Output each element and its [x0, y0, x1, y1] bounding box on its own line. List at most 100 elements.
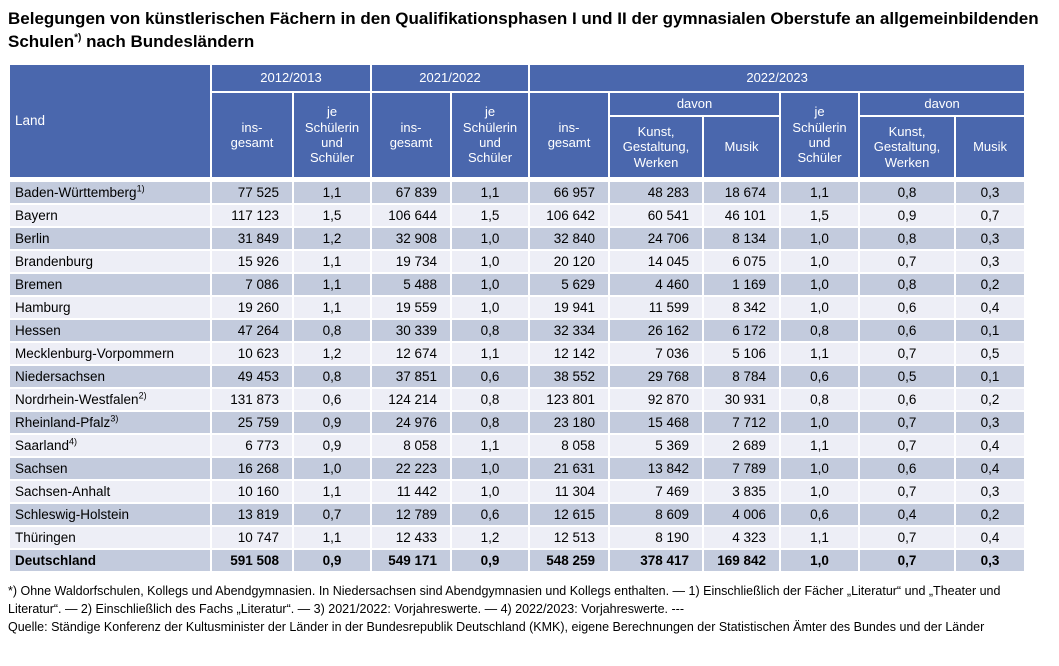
- value-cell: 0,8: [452, 388, 529, 410]
- value-cell: 38 552: [530, 365, 609, 387]
- value-cell: 2 689: [704, 434, 780, 456]
- value-cell: 1,1: [294, 526, 371, 548]
- value-cell: 16 268: [212, 457, 292, 479]
- value-cell: 1,0: [452, 250, 529, 272]
- value-cell: 123 801: [530, 388, 609, 410]
- value-cell: 31 849: [212, 227, 292, 249]
- value-cell: 1,0: [781, 250, 859, 272]
- value-cell: 1,0: [452, 227, 529, 249]
- value-cell: 10 160: [212, 480, 292, 502]
- value-cell: 0,8: [294, 319, 371, 341]
- value-cell: 4 006: [704, 503, 780, 525]
- value-cell: 7 712: [704, 411, 780, 433]
- value-cell: 7 789: [704, 457, 780, 479]
- value-cell: 24 706: [610, 227, 703, 249]
- table-body: Baden-Württemberg1) 77 525 1,1 67 839 1,1 66 …: [10, 181, 1025, 571]
- header-kunst-counts: Kunst, Gestaltung, Werken: [610, 116, 703, 177]
- value-cell: 0,8: [860, 227, 955, 249]
- value-cell: 0,2: [956, 503, 1025, 525]
- value-cell: 0,6: [860, 319, 955, 341]
- table-row: Niedersachsen 49 453 0,8 37 851 0,6 38 552 29 …: [10, 365, 1025, 387]
- value-cell: 1,1: [452, 342, 529, 364]
- header-land: Land: [10, 64, 210, 177]
- land-cell: Berlin: [10, 227, 210, 249]
- value-cell: 0,6: [860, 457, 955, 479]
- value-cell: 1,1: [781, 434, 859, 456]
- value-cell: 46 101: [704, 204, 780, 226]
- value-cell: 67 839: [372, 181, 451, 203]
- value-cell: 0,7: [860, 434, 955, 456]
- value-cell: 0,8: [860, 273, 955, 295]
- footnotes: *) Ohne Waldorfschulen, Kollegs und Aben…: [8, 582, 1051, 636]
- value-cell: 0,7: [860, 411, 955, 433]
- value-cell: 0,6: [294, 388, 371, 410]
- statistics-table: Land 2012/2013 2021/2022 2022/2023 ins- …: [8, 63, 1026, 573]
- value-cell: 8 609: [610, 503, 703, 525]
- value-cell: 60 541: [610, 204, 703, 226]
- value-cell: 0,8: [452, 411, 529, 433]
- value-cell: 1,1: [452, 181, 529, 203]
- value-cell: 6 172: [704, 319, 780, 341]
- header-insgesamt-2021: ins- gesamt: [372, 92, 451, 177]
- value-cell: 591 508: [212, 549, 292, 571]
- value-cell: 19 559: [372, 296, 451, 318]
- table-header: Land 2012/2013 2021/2022 2022/2023 ins- …: [10, 64, 1025, 180]
- value-cell: 1 169: [704, 273, 780, 295]
- total-row: Deutschland 591 508 0,9 549 171 0,9 548 259 37…: [10, 549, 1025, 571]
- value-cell: 7 036: [610, 342, 703, 364]
- value-cell: 20 120: [530, 250, 609, 272]
- table-row: Baden-Württemberg1) 77 525 1,1 67 839 1,1 66 …: [10, 181, 1025, 203]
- value-cell: 22 223: [372, 457, 451, 479]
- value-cell: 131 873: [212, 388, 292, 410]
- value-cell: 12 789: [372, 503, 451, 525]
- value-cell: 1,2: [452, 526, 529, 548]
- value-cell: 117 123: [212, 204, 292, 226]
- value-cell: 11 599: [610, 296, 703, 318]
- value-cell: 1,1: [294, 480, 371, 502]
- value-cell: 0,4: [956, 434, 1025, 456]
- value-cell: 1,0: [452, 480, 529, 502]
- header-je-schueler-2022: je Schülerin und Schüler: [781, 92, 859, 177]
- land-cell: Niedersachsen: [10, 365, 210, 387]
- table-row: Saarland4) 6 773 0,9 8 058 1,1 8 058 5 369 2 68…: [10, 434, 1025, 456]
- footnote-marker: 4): [69, 436, 78, 447]
- value-cell: 8 058: [530, 434, 609, 456]
- table-row: Mecklenburg-Vorpommern 10 623 1,2 12 674 1,1…: [10, 342, 1025, 364]
- value-cell: 12 142: [530, 342, 609, 364]
- value-cell: 5 369: [610, 434, 703, 456]
- footnote-source: Quelle: Ständige Konferenz der Kultusmin…: [8, 620, 985, 635]
- value-cell: 1,1: [294, 181, 371, 203]
- value-cell: 66 957: [530, 181, 609, 203]
- value-cell: 0,3: [956, 250, 1025, 272]
- value-cell: 0,9: [294, 434, 371, 456]
- value-cell: 1,0: [781, 296, 859, 318]
- value-cell: 19 734: [372, 250, 451, 272]
- value-cell: 0,9: [860, 204, 955, 226]
- value-cell: 7 086: [212, 273, 292, 295]
- header-year-2022: 2022/2023: [530, 64, 1025, 91]
- footnote-marker: 2): [138, 390, 147, 401]
- land-cell: Thüringen: [10, 526, 210, 548]
- value-cell: 124 214: [372, 388, 451, 410]
- value-cell: 0,7: [860, 480, 955, 502]
- value-cell: 13 842: [610, 457, 703, 479]
- land-cell: Bremen: [10, 273, 210, 295]
- value-cell: 23 180: [530, 411, 609, 433]
- value-cell: 5 629: [530, 273, 609, 295]
- value-cell: 0,9: [294, 549, 371, 571]
- value-cell: 1,1: [781, 526, 859, 548]
- value-cell: 1,0: [781, 457, 859, 479]
- value-cell: 548 259: [530, 549, 609, 571]
- value-cell: 0,4: [956, 526, 1025, 548]
- value-cell: 1,1: [294, 250, 371, 272]
- value-cell: 1,0: [781, 549, 859, 571]
- value-cell: 0,7: [860, 250, 955, 272]
- land-cell: Sachsen-Anhalt: [10, 480, 210, 502]
- value-cell: 0,4: [956, 457, 1025, 479]
- header-je-schueler-2021: je Schülerin und Schüler: [452, 92, 529, 177]
- value-cell: 0,3: [956, 549, 1025, 571]
- table-row: Sachsen-Anhalt 10 160 1,1 11 442 1,0 11 304 7 …: [10, 480, 1025, 502]
- value-cell: 32 334: [530, 319, 609, 341]
- value-cell: 0,3: [956, 227, 1025, 249]
- value-cell: 1,0: [294, 457, 371, 479]
